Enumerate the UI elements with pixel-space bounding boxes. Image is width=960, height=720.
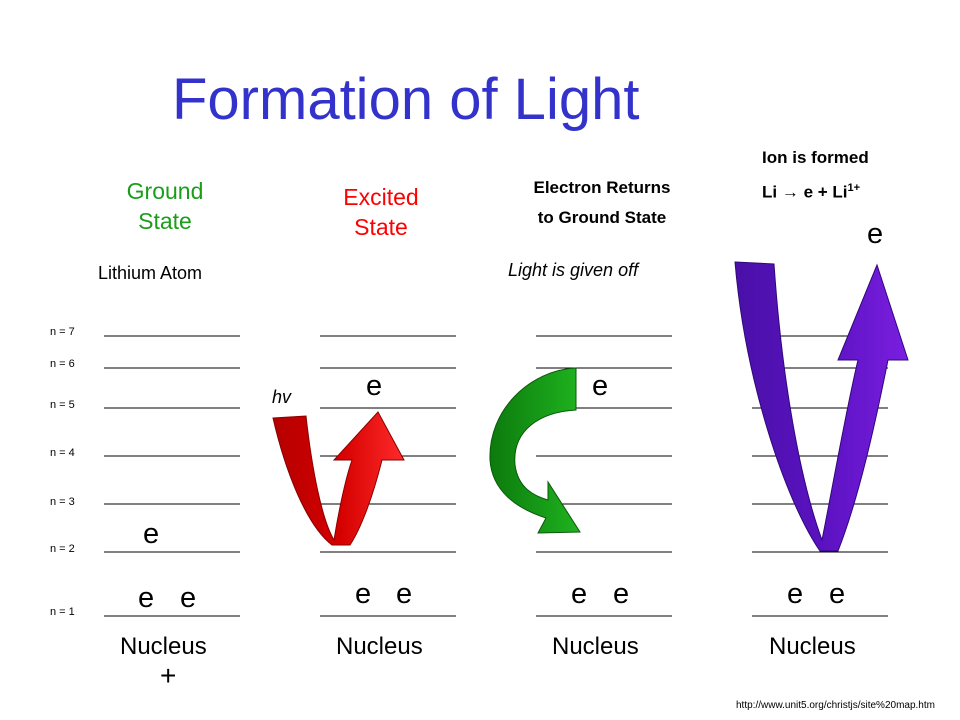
light-given-off-label: Light is given off: [508, 260, 639, 280]
electron-excited-n1b: e: [396, 578, 413, 610]
nucleus-label-ground: Nucleus: [120, 633, 207, 660]
electron-ground-n1a: e: [138, 582, 155, 614]
electron-ground-n2: e: [143, 518, 160, 550]
nucleus-label-excited: Nucleus: [336, 633, 423, 660]
returns-heading-line1: Electron Returns: [533, 178, 671, 197]
returns-heading-line2: to Ground State: [537, 208, 667, 227]
level-label-n5: n = 5: [50, 399, 75, 411]
level-label-n1: n = 1: [50, 606, 75, 618]
level-label-n6: n = 6: [50, 358, 75, 370]
electron-returns-n6: e: [592, 370, 609, 402]
excited-state-heading: Excited State: [326, 182, 436, 242]
electron-ground-n1b: e: [180, 582, 197, 614]
ion-equation-left: Li: [762, 182, 778, 202]
nucleus-label-returns: Nucleus: [552, 633, 639, 660]
electron-excited-n6: e: [366, 370, 383, 402]
level-label-n7: n = 7: [50, 326, 75, 338]
level-label-n2: n = 2: [50, 543, 75, 555]
nucleus-charge: +: [160, 660, 177, 691]
page-title: Formation of Light: [172, 67, 640, 132]
excitation-arrow: [272, 411, 405, 546]
electron-ion-free: e: [867, 218, 884, 250]
level-label-n3: n = 3: [50, 496, 75, 508]
emission-arrow: [489, 367, 581, 534]
ground-heading-line1: Ground: [126, 178, 204, 204]
returns-heading: Electron Returns to Ground State: [497, 173, 707, 233]
levels-column-excited: [320, 335, 456, 617]
lithium-atom-label: Lithium Atom: [98, 263, 203, 283]
ion-equation-charge: 1+: [847, 182, 861, 194]
ground-state-heading: Ground State: [110, 176, 220, 236]
ion-equation-right: e + Li: [803, 182, 848, 202]
levels-column-ground: [104, 335, 240, 617]
electron-ion-n1b: e: [829, 578, 846, 610]
ion-equation: Li → e + Li1+: [762, 173, 869, 208]
excited-heading-line2: State: [354, 214, 408, 240]
source-url: http://www.unit5.org/christjs/site%20map…: [736, 700, 935, 711]
ionization-arrow: [734, 261, 909, 552]
ion-heading: Ion is formed Li → e + Li1+: [762, 143, 869, 208]
electron-returns-n1b: e: [613, 578, 630, 610]
electron-ion-n1a: e: [787, 578, 804, 610]
ground-heading-line2: State: [138, 208, 192, 234]
electron-excited-n1a: e: [355, 578, 372, 610]
right-arrow-icon: →: [781, 182, 799, 202]
excited-heading-line1: Excited: [343, 184, 419, 210]
ion-heading-line1: Ion is formed: [762, 148, 869, 167]
level-label-n4: n = 4: [50, 447, 75, 459]
electron-returns-n1a: e: [571, 578, 588, 610]
photon-label: hv: [272, 387, 292, 407]
nucleus-label-ion: Nucleus: [769, 633, 856, 660]
